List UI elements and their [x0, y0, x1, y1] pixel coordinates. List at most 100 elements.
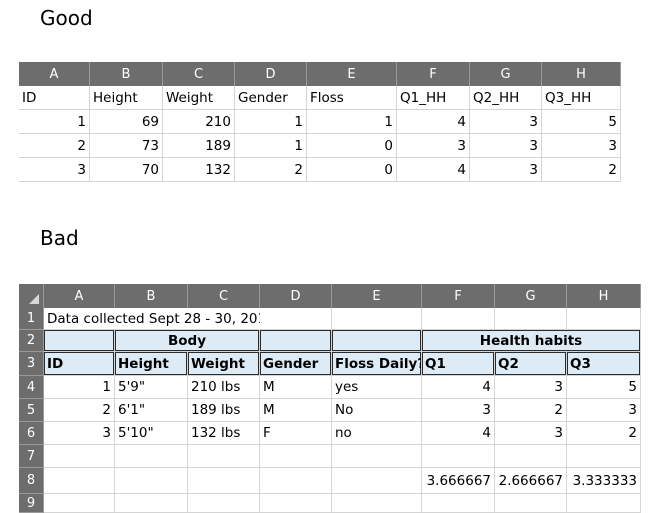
row-header[interactable]: 6	[19, 422, 44, 445]
cell[interactable]: M	[260, 376, 332, 399]
column-header-d[interactable]: D	[260, 284, 332, 308]
column-header-b[interactable]: B	[90, 62, 163, 86]
cell[interactable]	[567, 494, 641, 513]
cell[interactable]: 69	[90, 110, 163, 134]
cell[interactable]	[44, 445, 115, 468]
cell[interactable]: Weight	[163, 86, 235, 110]
cell[interactable]: 73	[90, 134, 163, 158]
cell[interactable]	[422, 445, 495, 468]
cell[interactable]: Q3_HH	[542, 86, 621, 110]
cell[interactable]	[495, 494, 567, 513]
cell[interactable]: 3	[44, 422, 115, 445]
cell[interactable]: 5'9"	[115, 376, 188, 399]
cell[interactable]	[44, 468, 115, 494]
cell[interactable]: 4	[397, 158, 470, 182]
cell[interactable]	[260, 494, 332, 513]
cell[interactable]	[188, 468, 260, 494]
column-header-a[interactable]: A	[19, 62, 90, 86]
column-header-a[interactable]: A	[44, 284, 115, 308]
cell[interactable]: 132	[163, 158, 235, 182]
cell[interactable]: 189	[163, 134, 235, 158]
row-header[interactable]: 8	[19, 468, 44, 494]
cell[interactable]: 2	[19, 134, 90, 158]
cell[interactable]: 5'10"	[115, 422, 188, 445]
cell[interactable]	[44, 330, 115, 352]
cell-average[interactable]: 2.666667	[495, 468, 567, 494]
cell[interactable]	[115, 445, 188, 468]
select-all-button[interactable]	[19, 284, 44, 308]
cell-group-body[interactable]: Body	[115, 330, 260, 352]
column-header-d[interactable]: D	[235, 62, 307, 86]
cell[interactable]: 210	[163, 110, 235, 134]
cell-note[interactable]: Data collected Sept 28 - 30, 2017	[44, 308, 260, 330]
cell[interactable]: 70	[90, 158, 163, 182]
cell-average[interactable]: 3.333333	[567, 468, 641, 494]
cell[interactable]: Q1_HH	[397, 86, 470, 110]
cell[interactable]: Q2	[495, 352, 567, 376]
cell[interactable]	[260, 445, 332, 468]
cell[interactable]: 3	[397, 134, 470, 158]
cell[interactable]	[115, 468, 188, 494]
row-header[interactable]: 7	[19, 445, 44, 468]
cell[interactable]: Height	[90, 86, 163, 110]
cell[interactable]: 1	[44, 376, 115, 399]
cell[interactable]	[332, 308, 422, 330]
cell[interactable]	[422, 494, 495, 513]
cell[interactable]	[495, 308, 567, 330]
column-header-h[interactable]: H	[542, 62, 621, 86]
cell[interactable]: Q3	[567, 352, 641, 376]
cell[interactable]	[422, 308, 495, 330]
cell[interactable]: 2	[567, 422, 641, 445]
cell[interactable]	[495, 445, 567, 468]
cell[interactable]: 3	[19, 158, 90, 182]
cell[interactable]: 3	[470, 110, 542, 134]
cell[interactable]: 0	[307, 134, 397, 158]
cell[interactable]	[332, 330, 422, 352]
cell[interactable]: 6'1"	[115, 399, 188, 422]
column-header-f[interactable]: F	[422, 284, 495, 308]
cell[interactable]	[44, 494, 115, 513]
cell[interactable]: 5	[542, 110, 621, 134]
column-header-e[interactable]: E	[332, 284, 422, 308]
cell[interactable]: 3	[495, 422, 567, 445]
cell-group-health[interactable]: Health habits	[422, 330, 641, 352]
cell[interactable]: No	[332, 399, 422, 422]
column-header-b[interactable]: B	[115, 284, 188, 308]
cell[interactable]	[188, 445, 260, 468]
cell[interactable]: Q2_HH	[470, 86, 542, 110]
row-header[interactable]: 1	[19, 308, 44, 330]
cell[interactable]	[260, 308, 332, 330]
row-header[interactable]: 4	[19, 376, 44, 399]
cell[interactable]: 0	[307, 158, 397, 182]
cell[interactable]: Gender	[260, 352, 332, 376]
cell[interactable]	[332, 445, 422, 468]
column-header-g[interactable]: G	[495, 284, 567, 308]
column-header-c[interactable]: C	[188, 284, 260, 308]
cell[interactable]: 2	[44, 399, 115, 422]
cell[interactable]: 3	[542, 134, 621, 158]
cell[interactable]	[567, 445, 641, 468]
column-header-h[interactable]: H	[567, 284, 641, 308]
column-header-c[interactable]: C	[163, 62, 235, 86]
cell[interactable]: 5	[567, 376, 641, 399]
cell[interactable]	[260, 330, 332, 352]
cell[interactable]: ID	[44, 352, 115, 376]
cell[interactable]	[188, 494, 260, 513]
cell[interactable]: yes	[332, 376, 422, 399]
cell[interactable]: Floss	[307, 86, 397, 110]
column-header-f[interactable]: F	[397, 62, 470, 86]
column-header-e[interactable]: E	[307, 62, 397, 86]
cell[interactable]: Gender	[235, 86, 307, 110]
cell[interactable]: 4	[422, 376, 495, 399]
cell[interactable]: Floss Daily?	[332, 352, 422, 376]
cell[interactable]: 1	[235, 110, 307, 134]
row-header[interactable]: 2	[19, 330, 44, 352]
cell[interactable]: 2	[495, 399, 567, 422]
cell[interactable]: 1	[235, 134, 307, 158]
cell[interactable]: M	[260, 399, 332, 422]
cell[interactable]: 1	[19, 110, 90, 134]
cell[interactable]: 4	[422, 422, 495, 445]
cell[interactable]	[332, 468, 422, 494]
row-header[interactable]: 3	[19, 352, 44, 376]
cell[interactable]: 3	[422, 399, 495, 422]
